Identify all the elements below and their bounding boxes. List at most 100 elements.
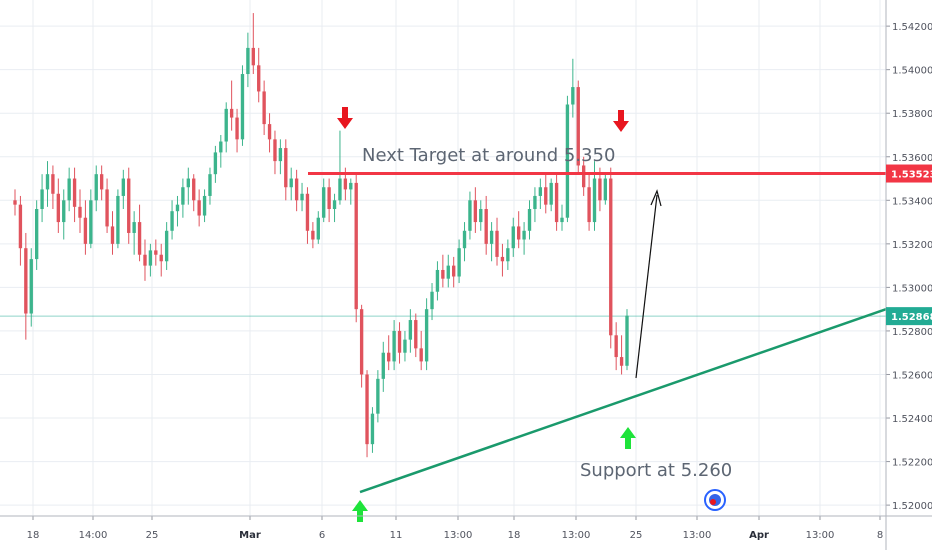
candle-body <box>127 178 131 233</box>
time-axis[interactable]: 18 14:00 25 Mar 6 11 13:00 18 13:00 25 13:00 Apr 13:… <box>0 515 932 541</box>
candle-body <box>592 178 597 223</box>
candle-body <box>397 330 402 353</box>
down-arrow-icon <box>337 107 353 129</box>
x-tick-label: 13:00 <box>806 530 835 541</box>
candle-body <box>267 124 272 140</box>
candle-body <box>40 189 44 210</box>
candle-body <box>576 87 580 166</box>
y-tick-label: 1.53600 <box>892 153 932 164</box>
candle-body <box>619 357 624 366</box>
candle-body <box>349 182 353 190</box>
candle-body <box>500 256 505 262</box>
y-tick-label: 1.53800 <box>892 109 932 120</box>
candle-body <box>132 222 136 233</box>
candle-body <box>67 178 71 201</box>
candle-body <box>181 187 185 205</box>
candle-body <box>359 309 364 375</box>
candle-body <box>468 200 472 231</box>
target-annotation: Next Target at around 5.350 <box>362 145 615 166</box>
candle-body <box>446 265 450 279</box>
candle-body <box>603 178 608 201</box>
candle-body <box>170 211 174 231</box>
candle-body <box>511 226 515 249</box>
candle-body <box>116 195 120 244</box>
candle-body <box>143 254 147 266</box>
last-price-label-text: 1.52868 <box>891 312 932 323</box>
candle-body <box>300 193 304 201</box>
candle-body <box>251 47 255 66</box>
candle-body <box>159 254 163 262</box>
x-tick-label: 6 <box>319 530 325 541</box>
y-tick-label: 1.54200 <box>892 22 932 33</box>
candle-body <box>262 91 266 125</box>
candle-body <box>192 178 196 201</box>
candle-body <box>51 174 55 194</box>
candle-body <box>533 195 537 210</box>
drawings: Next Target at around 5.350 Support at 5.… <box>308 107 887 522</box>
x-tick-label: 18 <box>27 530 40 541</box>
candle-body <box>560 217 564 223</box>
candle-body <box>484 209 488 244</box>
candle-body <box>197 200 201 216</box>
candle-body <box>78 206 82 218</box>
candle-body <box>538 187 543 196</box>
candles <box>13 13 629 458</box>
candle-body <box>598 178 602 201</box>
y-tick-label: 1.52200 <box>892 458 932 469</box>
candle-body <box>294 178 299 201</box>
candle-body <box>571 87 575 105</box>
support-trendline[interactable] <box>359 307 887 494</box>
target-arrow-line[interactable] <box>635 194 658 379</box>
replay-clock-icon[interactable] <box>704 489 726 511</box>
x-tick-label: 11 <box>390 530 403 541</box>
candle-body <box>581 165 586 188</box>
candle-body <box>83 217 88 244</box>
candle-body <box>554 182 559 223</box>
candle-body <box>110 226 115 244</box>
candle-body <box>219 141 223 153</box>
x-tick-label: 25 <box>630 530 643 541</box>
price-axis[interactable]: 1.54200 1.54000 1.53800 1.53600 1.53400 1.532… <box>885 0 932 550</box>
candle-body <box>387 352 391 362</box>
up-arrow-icon <box>620 427 636 449</box>
candle-body <box>392 330 396 362</box>
candle-body <box>495 230 499 257</box>
replay-clock-dot <box>710 499 716 505</box>
y-tick-label: 1.53400 <box>892 196 932 207</box>
candle-body <box>430 291 434 310</box>
x-tick-label: 25 <box>146 530 159 541</box>
y-tick-label: 1.53200 <box>892 240 932 251</box>
last-price-label <box>886 307 932 326</box>
candle-body <box>424 309 429 362</box>
candle-body <box>240 74 245 140</box>
down-arrow-icon <box>613 110 629 132</box>
candle-body <box>34 209 39 260</box>
candle-body <box>625 315 629 366</box>
x-tick-label: 18 <box>508 530 521 541</box>
candle-body <box>354 182 358 310</box>
candle-body <box>235 117 239 140</box>
candle-body <box>332 200 337 210</box>
y-tick-label: 1.53000 <box>892 283 932 294</box>
candle-body <box>316 217 320 240</box>
x-tick-label: 13:00 <box>562 530 591 541</box>
candle-body <box>289 178 293 188</box>
candle-body <box>284 148 288 188</box>
candle-body <box>549 182 553 205</box>
candle-body <box>175 204 180 212</box>
candle-body <box>246 47 250 75</box>
x-tick-label: 13:00 <box>444 530 473 541</box>
candle-body <box>365 374 369 445</box>
candle-body <box>473 200 478 223</box>
candle-body <box>609 178 613 336</box>
x-tick-label: 8 <box>877 530 883 541</box>
candle-body <box>338 178 342 201</box>
candle-body <box>522 230 526 240</box>
candle-body <box>154 250 158 255</box>
resistance-price-label-text: 1.53523 <box>891 170 932 181</box>
x-tick-label: Mar <box>239 530 261 541</box>
candle-body <box>18 204 23 249</box>
candle-body <box>587 187 591 223</box>
candle-body <box>148 250 153 266</box>
